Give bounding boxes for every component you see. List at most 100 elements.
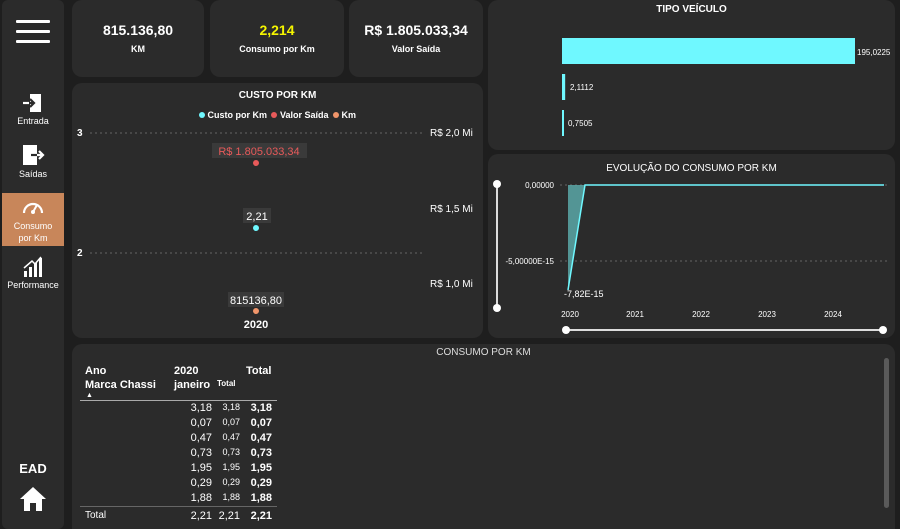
kpi-label: Valor Saída [391, 44, 441, 54]
kpi-card-valor-saida: R$ 1.805.033,34 Valor Saída [349, 0, 483, 77]
header-ano[interactable]: Ano [85, 365, 107, 377]
total-cell: 2,21 [250, 510, 272, 522]
table-cell: 1,88 [250, 492, 272, 504]
x-tick: 2024 [824, 310, 842, 319]
horizontal-slider-handle-right[interactable] [879, 326, 887, 334]
bar-2[interactable] [562, 110, 564, 136]
vertical-scrollbar[interactable] [884, 358, 889, 508]
vertical-slider-handle-top[interactable] [493, 180, 501, 188]
table-title: CONSUMO POR KM [436, 347, 531, 358]
legend-dot-km [333, 112, 340, 118]
right-tick-1: R$ 1,5 Mi [430, 204, 473, 215]
kpi-card-consumo: 2,214 Consumo por Km [210, 0, 344, 77]
table-cell: 0,07 [190, 417, 212, 429]
x-tick: 2021 [626, 310, 644, 319]
evolucao-consumo-chart: EVOLUÇÃO DO CONSUMO POR KM 0,00000 -5,00… [488, 154, 895, 338]
table-cell: 0,07 [222, 417, 240, 427]
legend-dot-custo [198, 112, 205, 118]
kpi-value: 815.136,80 [102, 22, 174, 38]
sidebar-item-label: Entrada [17, 116, 49, 126]
tipo-veiculo-chart: TIPO VEÍCULO 195,0225 2,1112 0,7505 [488, 0, 895, 150]
x-tick: 2022 [692, 310, 710, 319]
table-cell: 0,29 [190, 477, 212, 489]
table-cell: 1,95 [222, 462, 240, 472]
bar-0[interactable] [562, 38, 855, 64]
bar-label-0: 195,0225 [857, 48, 891, 57]
kpi-label: KM [131, 44, 145, 54]
table-cell: 0,29 [250, 477, 272, 489]
sort-icon[interactable]: ▲ [86, 392, 93, 399]
custo-label-bg [243, 208, 271, 223]
sidebar-item-consumo-por-km[interactable]: Consumo por Km [2, 193, 64, 246]
bar-1[interactable] [562, 74, 566, 100]
table-cell: 3,18 [250, 402, 272, 414]
custo-por-km-chart: CUSTO POR KM Custo por Km Valor Saída Km… [72, 83, 483, 338]
point-custo-por-km[interactable] [253, 225, 259, 231]
legend-dot-valor [271, 112, 278, 118]
valor-label-bg [212, 143, 307, 158]
table-cell: 0,29 [222, 477, 240, 487]
table-cell: 0,47 [222, 432, 240, 442]
sidebar-item-label: Performance [7, 280, 59, 290]
header-year[interactable]: 2020 [174, 365, 199, 377]
point-km[interactable] [253, 308, 259, 314]
sidebar-item-performance[interactable]: Performance [2, 256, 64, 290]
chart-title: EVOLUÇÃO DO CONSUMO POR KM [606, 163, 777, 174]
table-cell: 0,47 [190, 432, 212, 444]
total-row-label: Total [85, 510, 107, 521]
header-month[interactable]: janeiro [174, 379, 211, 391]
kpi-label: Consumo por Km [239, 44, 315, 54]
consumo-por-km-table: CONSUMO POR KM Ano Marca Chassi ▲ 2020 j… [72, 344, 895, 529]
km-label-bg [228, 292, 284, 307]
table-cell: 0,07 [250, 417, 272, 429]
sidebar-item-label: Consumo por Km [13, 221, 53, 243]
entrada-icon [23, 94, 41, 112]
horizontal-slider-handle-left[interactable] [562, 326, 570, 334]
table-cell: 0,73 [190, 447, 212, 459]
kpi-value: 2,214 [259, 22, 295, 38]
chart-title: TIPO VEÍCULO [656, 4, 727, 15]
home-icon[interactable] [18, 485, 48, 513]
total-cell: 2,21 [218, 510, 240, 522]
left-tick-2: 2 [77, 248, 83, 259]
table-cell: 1,95 [250, 462, 272, 474]
min-label: -7,82E-15 [564, 289, 604, 299]
vertical-slider-handle-bottom[interactable] [493, 304, 501, 312]
header-total[interactable]: Total [246, 365, 272, 377]
table-cell: 3,18 [222, 402, 240, 412]
table-cell: 1,88 [190, 492, 212, 504]
x-tick-2020: 2020 [244, 319, 268, 331]
header-month-total[interactable]: Total [217, 379, 236, 388]
table-cell: 0,73 [250, 447, 272, 459]
legend-label: Valor Saída [279, 110, 329, 120]
hamburger-menu-icon[interactable] [16, 20, 50, 44]
sidebar-item-saidas[interactable]: Saídas [2, 143, 64, 179]
km-label: 815136,80 [230, 295, 282, 307]
table-cell: 1,95 [190, 462, 212, 474]
valor-saida-label: R$ 1.805.033,34 [218, 146, 299, 158]
gauge-icon [22, 202, 44, 214]
y-tick-0: 0,00000 [525, 181, 554, 190]
right-tick-2: R$ 1,0 Mi [430, 279, 473, 290]
line-series[interactable] [567, 184, 884, 291]
header-marca-chassi[interactable]: Marca Chassi [85, 379, 156, 391]
legend-label: Custo por Km [207, 110, 267, 120]
y-tick-1: -5,00000E-15 [506, 257, 555, 266]
sidebar-item-entrada[interactable]: Entrada [2, 92, 64, 126]
custo-label: 2,21 [246, 211, 267, 223]
table-cell: 3,18 [190, 402, 212, 414]
bar-label-2: 0,7505 [568, 119, 593, 128]
saidas-icon [23, 145, 45, 165]
chart-title: CUSTO POR KM [238, 90, 317, 101]
legend-label: Km [341, 110, 357, 120]
total-divider [80, 506, 277, 507]
header-divider [80, 400, 277, 401]
sidebar-item-label: Saídas [18, 169, 48, 179]
right-tick-0: R$ 2,0 Mi [430, 128, 473, 139]
left-tick-3: 3 [77, 128, 83, 139]
kpi-value: R$ 1.805.033,34 [364, 22, 468, 38]
point-valor-saida[interactable] [253, 160, 259, 166]
total-cell: 2,21 [190, 510, 212, 522]
x-tick: 2023 [758, 310, 776, 319]
kpi-card-km: 815.136,80 KM [72, 0, 204, 77]
